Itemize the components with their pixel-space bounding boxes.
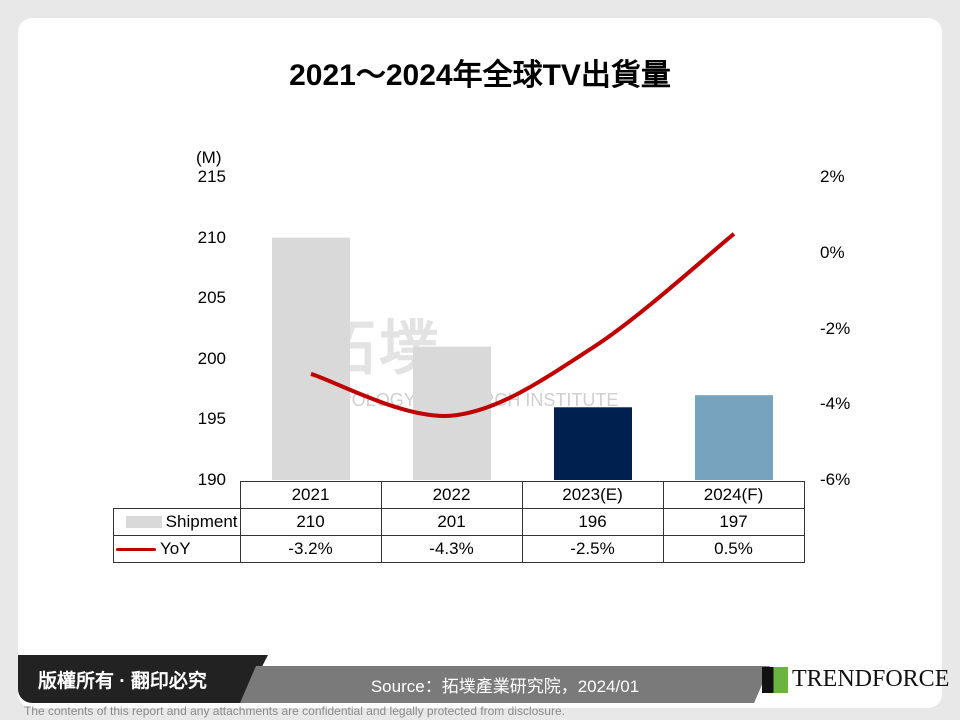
- cat-label: 2023(E): [521, 481, 664, 509]
- left-tick-label: 195: [197, 409, 226, 429]
- legend-shipment-label: Shipment: [165, 512, 238, 531]
- left-axis-unit: (M): [196, 148, 222, 167]
- shipment-value: 197: [662, 508, 805, 536]
- legend-yoy-label: YoY: [160, 539, 191, 558]
- shipment-value: 210: [239, 508, 382, 536]
- slide-card: [18, 18, 942, 708]
- legend-swatch-line: [116, 547, 156, 551]
- left-tick-label: 205: [197, 288, 226, 308]
- yoy-value: -3.2%: [239, 535, 382, 563]
- logo-icon: [762, 666, 788, 693]
- left-tick-label: 200: [197, 348, 226, 368]
- shipment-value: 201: [380, 508, 523, 536]
- right-tick-label: 0%: [820, 242, 845, 262]
- trendforce-logo: TRENDFORCE: [762, 666, 949, 693]
- watermark: 拓墣: [315, 315, 443, 382]
- cat-label: 2022: [380, 481, 523, 509]
- right-tick-label: -2%: [820, 318, 851, 338]
- disclaimer: The contents of this report and any atta…: [24, 704, 565, 718]
- cat-label: 2021: [239, 481, 382, 509]
- cat-label: 2024(F): [662, 481, 805, 509]
- legend-swatch-bar: [125, 516, 162, 528]
- data-table: 2021 2022 2023(E) 2024(F) Shipment 210 2…: [113, 481, 805, 563]
- chart-title: 2021～2024年全球TV出貨量: [289, 59, 671, 92]
- left-tick-label: 210: [197, 227, 226, 247]
- right-tick-label: -4%: [820, 394, 851, 414]
- watermark-en: TOPOLOGY RESEARCH INSTITUTE: [315, 390, 619, 410]
- source-banner: Source：拓墣產業研究院，2024/01: [240, 666, 770, 703]
- legend-shipment: Shipment: [114, 512, 240, 532]
- legend-yoy: YoY: [114, 539, 240, 559]
- right-tick-label: 2%: [820, 167, 845, 186]
- right-tick-label: -6%: [820, 470, 851, 489]
- yoy-value: -2.5%: [521, 535, 664, 563]
- left-tick-label: 215: [197, 167, 226, 186]
- copyright-banner: 版權所有 · 翻印必究: [18, 655, 268, 703]
- yoy-value: -4.3%: [380, 535, 523, 563]
- yoy-value: 0.5%: [662, 535, 805, 563]
- shipment-value: 196: [521, 508, 664, 536]
- logo-text: TRENDFORCE: [792, 666, 950, 692]
- left-tick-label: 190: [197, 470, 226, 489]
